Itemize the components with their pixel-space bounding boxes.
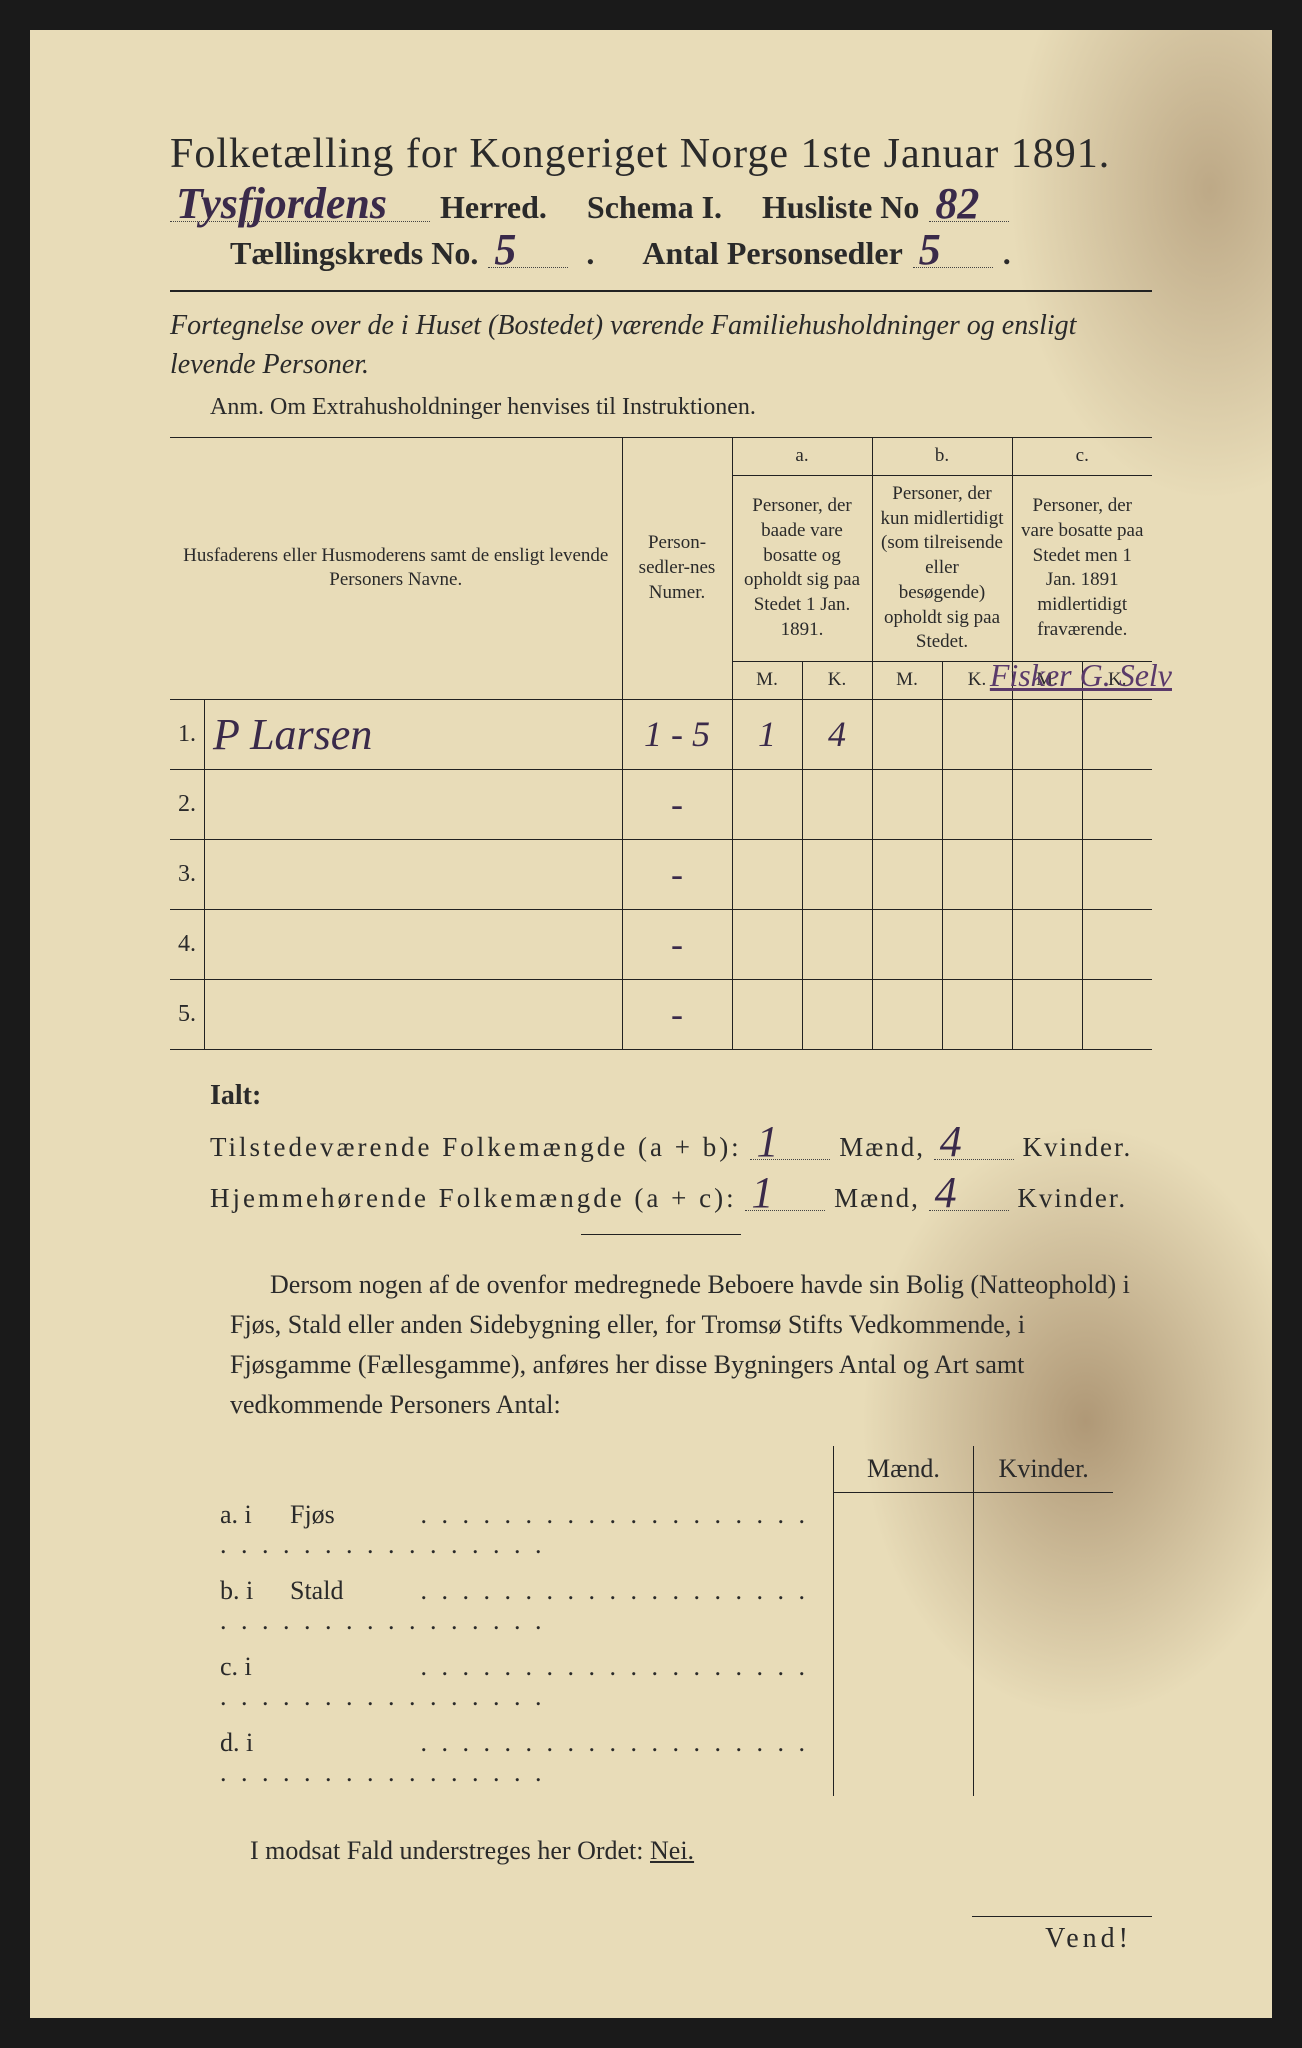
- col-header-name: Husfaderens eller Husmoderens samt de en…: [170, 438, 622, 699]
- table-wrapper: Husfaderens eller Husmoderens samt de en…: [170, 437, 1152, 1049]
- table-row: 3.-: [170, 839, 1152, 909]
- schema-label: Schema I.: [587, 189, 722, 226]
- kreds-label: Tællingskreds No.: [230, 235, 478, 272]
- header-row-1: Tysfjordens Herred. Schema I. Husliste N…: [170, 186, 1152, 226]
- short-divider: [581, 1234, 741, 1235]
- paragraph: Dersom nogen af de ovenfor medregnede Be…: [230, 1265, 1152, 1426]
- herred-label: Herred.: [440, 189, 547, 226]
- col-b-m: M.: [872, 661, 942, 699]
- lower-row: c. i . . . . . . . . . . . . . . . . . .…: [210, 1644, 1113, 1720]
- household-table: Husfaderens eller Husmoderens samt de en…: [170, 437, 1152, 1049]
- table-row: 4.-: [170, 909, 1152, 979]
- lower-kvinder: Kvinder.: [973, 1446, 1113, 1493]
- table-row: 2.-: [170, 769, 1152, 839]
- total-line-2: Hjemmehørende Folkemængde (a + c): 1 Mæn…: [210, 1175, 1152, 1214]
- totals-label: Ialt:: [210, 1080, 1152, 1112]
- husliste-value: 82: [929, 186, 1009, 222]
- col-header-num: Person-sedler-nes Numer.: [622, 438, 732, 699]
- subtitle: Fortegnelse over de i Huset (Bostedet) v…: [170, 306, 1152, 384]
- col-c-desc: Personer, der vare bosatte paa Stedet me…: [1012, 476, 1152, 662]
- nei-line: I modsat Fald understreges her Ordet: Ne…: [250, 1836, 1152, 1866]
- col-a-k: K.: [802, 661, 872, 699]
- divider: [170, 290, 1152, 292]
- personsedler-value: 5: [913, 232, 993, 268]
- husliste-label: Husliste No: [762, 189, 919, 226]
- lower-row: d. i . . . . . . . . . . . . . . . . . .…: [210, 1720, 1113, 1796]
- nei-word: Nei.: [650, 1836, 694, 1865]
- table-row: 1.P Larsen1 - 514: [170, 699, 1152, 769]
- vend-label: Vend!: [972, 1916, 1152, 1955]
- lower-row: a. iFjøs . . . . . . . . . . . . . . . .…: [210, 1492, 1113, 1568]
- total2-k: 4: [929, 1175, 1009, 1211]
- total1-m: 1: [750, 1124, 830, 1160]
- col-b-desc: Personer, der kun midlertidigt (som tilr…: [872, 476, 1012, 662]
- kreds-value: 5: [488, 232, 568, 268]
- lower-maend: Mænd.: [833, 1446, 973, 1493]
- herred-value: Tysfjordens: [170, 186, 430, 222]
- census-form-page: Folketælling for Kongeriget Norge 1ste J…: [0, 0, 1302, 2048]
- col-a-desc: Personer, der baade vare bosatte og opho…: [732, 476, 872, 662]
- header-row-2: Tællingskreds No. 5 . Antal Personsedler…: [230, 232, 1152, 272]
- col-c-label: c.: [1012, 438, 1152, 476]
- lower-row: b. iStald . . . . . . . . . . . . . . . …: [210, 1568, 1113, 1644]
- lower-table: Mænd. Kvinder. a. iFjøs . . . . . . . . …: [210, 1446, 1113, 1797]
- col-a-m: M.: [732, 661, 802, 699]
- col-b-label: b.: [872, 438, 1012, 476]
- margin-note: Fisker G. Selv: [990, 657, 1172, 694]
- personsedler-label: Antal Personsedler: [642, 235, 902, 272]
- total1-k: 4: [934, 1124, 1014, 1160]
- anm-note: Anm. Om Extrahusholdninger henvises til …: [210, 394, 1152, 421]
- total-line-1: Tilstedeværende Folkemængde (a + b): 1 M…: [210, 1124, 1152, 1163]
- total2-m: 1: [745, 1175, 825, 1211]
- table-row: 5.-: [170, 979, 1152, 1049]
- col-a-label: a.: [732, 438, 872, 476]
- page-title: Folketælling for Kongeriget Norge 1ste J…: [170, 130, 1152, 178]
